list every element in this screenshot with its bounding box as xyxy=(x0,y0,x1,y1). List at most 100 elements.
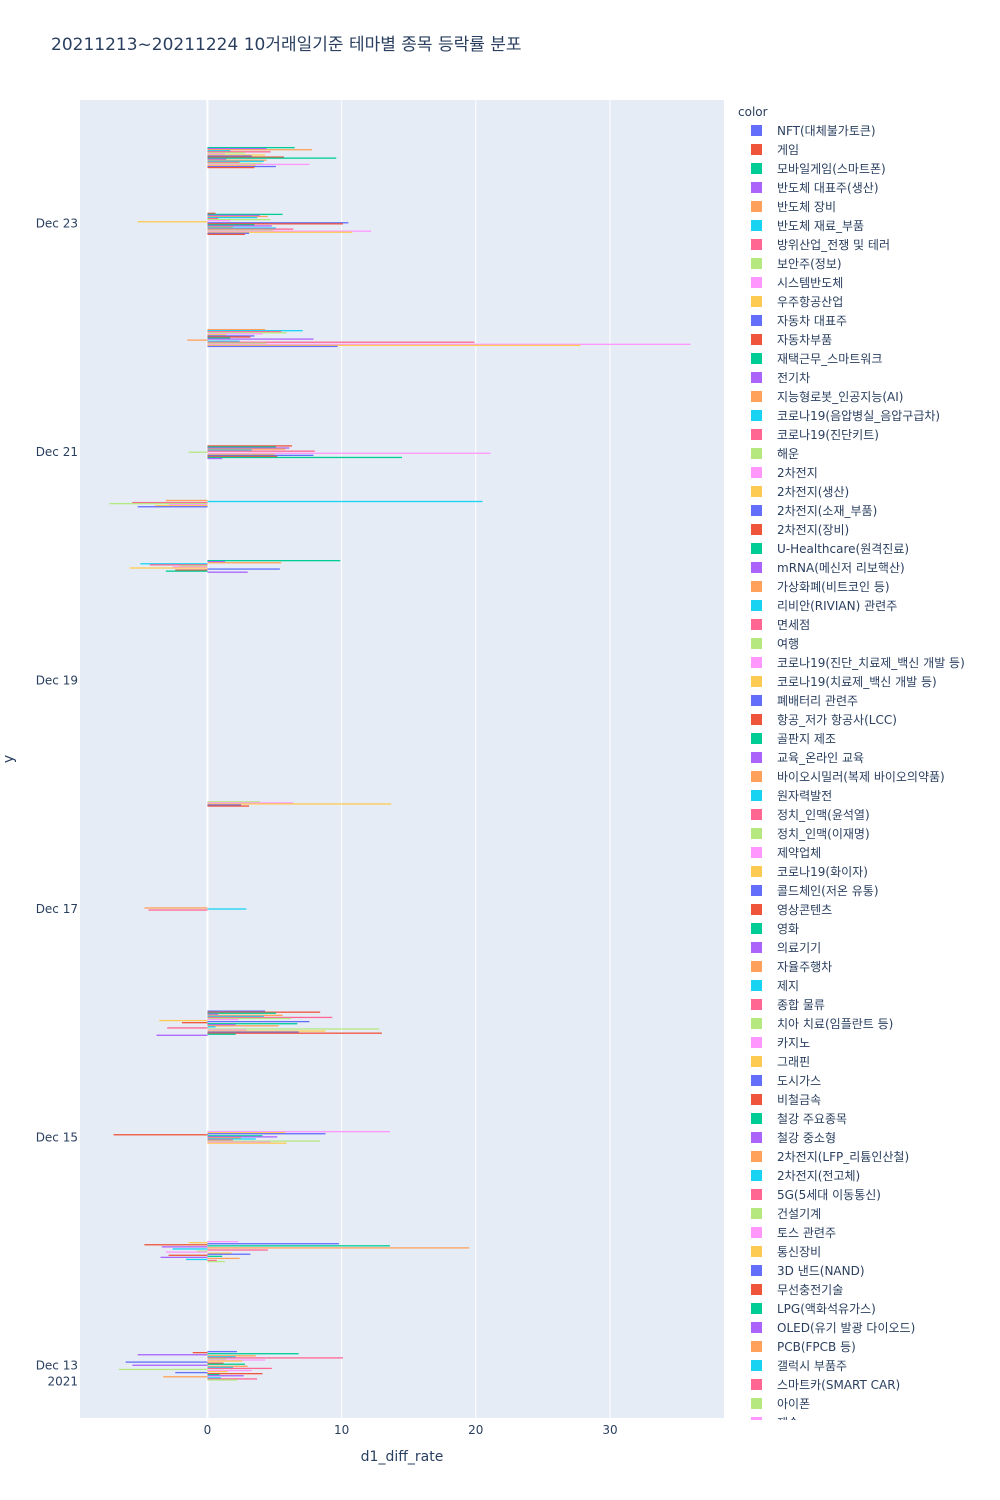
legend-item[interactable]: 정치_인맥(이재명) xyxy=(738,824,1000,843)
legend-item[interactable]: 해운 xyxy=(738,444,1000,463)
legend-item[interactable]: 영상콘텐츠 xyxy=(738,900,1000,919)
legend-item[interactable]: 코로나19(치료제_백신 개발 등) xyxy=(738,672,1000,691)
bar xyxy=(207,454,314,457)
legend-swatch xyxy=(751,581,762,592)
legend-item[interactable]: 5G(5세대 이동통신) xyxy=(738,1185,1000,1204)
legend-item[interactable]: 스마트카(SMART CAR) xyxy=(738,1375,1000,1394)
legend-item[interactable]: 폐배터리 관련주 xyxy=(738,691,1000,710)
legend-item[interactable]: PCB(FPCB 등) xyxy=(738,1337,1000,1356)
legend-item[interactable]: 2차전지(소재_부품) xyxy=(738,501,1000,520)
legend-item[interactable]: 반도체 장비 xyxy=(738,197,1000,216)
legend-item[interactable]: 비철금속 xyxy=(738,1090,1000,1109)
bar xyxy=(113,1134,208,1136)
legend-item[interactable]: 3D 낸드(NAND) xyxy=(738,1261,1000,1280)
legend-item[interactable]: 전기차 xyxy=(738,368,1000,387)
legend-item[interactable]: OLED(유기 발광 다이오드) xyxy=(738,1318,1000,1337)
legend-item[interactable]: 아이폰 xyxy=(738,1394,1000,1413)
legend-item[interactable]: 2차전지(생산) xyxy=(738,482,1000,501)
legend-item[interactable]: 영화 xyxy=(738,919,1000,938)
legend-item[interactable]: 건설기계 xyxy=(738,1204,1000,1223)
bar xyxy=(207,455,278,458)
legend-item[interactable]: 면세점 xyxy=(738,615,1000,634)
legend-item[interactable]: 코로나19(음압병실_음압구급차) xyxy=(738,406,1000,425)
legend-item[interactable]: 게임 xyxy=(738,140,1000,159)
legend-item[interactable]: 바이오시밀러(복제 바이오의약품) xyxy=(738,767,1000,786)
legend-item[interactable]: 리비안(RIVIAN) 관련주 xyxy=(738,596,1000,615)
legend-item[interactable]: 자율주행차 xyxy=(738,957,1000,976)
legend-item[interactable]: 모바일게임(스마트폰) xyxy=(738,159,1000,178)
legend-item[interactable]: 철강 주요종목 xyxy=(738,1109,1000,1128)
legend-swatch xyxy=(751,486,762,497)
bar xyxy=(207,1015,264,1018)
legend-item[interactable]: NFT(대체불가토큰) xyxy=(738,121,1000,140)
legend-item[interactable]: U-Healthcare(원격진료) xyxy=(738,539,1000,558)
legend-item[interactable]: 가상화폐(비트코인 등) xyxy=(738,577,1000,596)
legend-item[interactable]: 반도체 대표주(생산) xyxy=(738,178,1000,197)
legend-item[interactable]: mRNA(메신저 리보핵산) xyxy=(738,558,1000,577)
legend-swatch xyxy=(751,1265,762,1276)
bar xyxy=(207,218,271,221)
legend-item[interactable]: 제습 xyxy=(738,1413,1000,1420)
legend-item[interactable]: 제약업체 xyxy=(738,843,1000,862)
legend-item[interactable]: 골판지 제조 xyxy=(738,729,1000,748)
bar xyxy=(207,1243,339,1245)
legend-item[interactable]: 카지노 xyxy=(738,1033,1000,1052)
legend-label: 2차전지(LFP_리튬인산철) xyxy=(777,1150,910,1164)
legend-item[interactable]: 토스 관련주 xyxy=(738,1223,1000,1242)
legend-item[interactable]: 무선충전기술 xyxy=(738,1280,1000,1299)
bar xyxy=(155,505,208,507)
legend-label: 면세점 xyxy=(777,618,811,632)
legend-item[interactable]: 정치_인맥(윤석열) xyxy=(738,805,1000,824)
y-axis-label: y xyxy=(1,755,17,763)
legend-item[interactable]: 항공_저가 항공사(LCC) xyxy=(738,710,1000,729)
y-tick-label: Dec 23 xyxy=(36,217,78,231)
legend-item[interactable]: 갤럭시 부품주 xyxy=(738,1356,1000,1375)
bar xyxy=(207,1245,390,1247)
legend-item[interactable]: 의료기기 xyxy=(738,938,1000,957)
bar xyxy=(207,337,231,339)
legend-item[interactable]: 콜드체인(저온 유통) xyxy=(738,881,1000,900)
legend-item[interactable]: 2차전지(전고체) xyxy=(738,1166,1000,1185)
legend-item[interactable]: 여행 xyxy=(738,634,1000,653)
bar xyxy=(149,564,208,566)
legend-item[interactable]: 2차전지(LFP_리튬인산철) xyxy=(738,1147,1000,1166)
legend-item[interactable]: 코로나19(진단키트) xyxy=(738,425,1000,444)
bar xyxy=(172,1248,208,1250)
legend-item[interactable]: 반도체 재료_부품 xyxy=(738,216,1000,235)
bar xyxy=(207,1138,256,1140)
legend-item[interactable]: 지능형로봇_인공지능(AI) xyxy=(738,387,1000,406)
legend-item[interactable]: 우주항공산업 xyxy=(738,292,1000,311)
legend-item[interactable]: 자동차부품 xyxy=(738,330,1000,349)
legend-label: 영화 xyxy=(777,922,800,936)
legend-item[interactable]: 통신장비 xyxy=(738,1242,1000,1261)
legend-item[interactable]: 시스템반도체 xyxy=(738,273,1000,292)
bar xyxy=(207,805,250,807)
legend-item[interactable]: 교육_온라인 교육 xyxy=(738,748,1000,767)
legend-item[interactable]: 제지 xyxy=(738,976,1000,995)
legend-item[interactable]: 원자력발전 xyxy=(738,786,1000,805)
legend-label: 반도체 대표주(생산) xyxy=(777,181,879,195)
bar xyxy=(207,1379,237,1381)
legend-item[interactable]: 보안주(정보) xyxy=(738,254,1000,273)
legend-item[interactable]: 코로나19(화이자) xyxy=(738,862,1000,881)
legend-item[interactable]: 자동차 대표주 xyxy=(738,311,1000,330)
legend-label: 갤럭시 부품주 xyxy=(777,1359,848,1373)
bar xyxy=(187,339,208,341)
bar xyxy=(207,227,276,229)
legend-item[interactable]: 치아 치료(임플란트 등) xyxy=(738,1014,1000,1033)
legend-item[interactable]: 그래핀 xyxy=(738,1052,1000,1071)
legend-item[interactable]: 종합 물류 xyxy=(738,995,1000,1014)
bar xyxy=(207,230,372,232)
legend-item[interactable]: 재택근무_스마트워크 xyxy=(738,349,1000,368)
legend-item[interactable]: 도시가스 xyxy=(738,1071,1000,1090)
legend-item[interactable]: 철강 중소형 xyxy=(738,1128,1000,1147)
bar xyxy=(207,331,282,333)
legend-item[interactable]: 방위산업_전쟁 및 테러 xyxy=(738,235,1000,254)
bar xyxy=(207,1029,247,1031)
legend-swatch xyxy=(751,1094,762,1105)
legend-item[interactable]: 2차전지 xyxy=(738,463,1000,482)
legend-label: 정치_인맥(이재명) xyxy=(777,827,870,841)
legend-item[interactable]: LPG(액화석유가스) xyxy=(738,1299,1000,1318)
legend-item[interactable]: 2차전지(장비) xyxy=(738,520,1000,539)
legend-item[interactable]: 코로나19(진단_치료제_백신 개발 등) xyxy=(738,653,1000,672)
